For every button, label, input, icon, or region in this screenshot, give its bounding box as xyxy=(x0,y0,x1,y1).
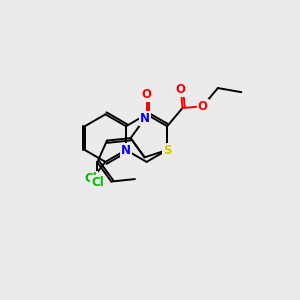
Text: S: S xyxy=(163,143,171,157)
Text: Cl: Cl xyxy=(91,176,104,189)
Text: O: O xyxy=(142,88,152,100)
Text: N: N xyxy=(140,112,150,125)
Text: O: O xyxy=(176,82,186,96)
Text: O: O xyxy=(198,100,208,113)
Text: Cl: Cl xyxy=(84,172,97,185)
Text: N: N xyxy=(121,143,131,157)
